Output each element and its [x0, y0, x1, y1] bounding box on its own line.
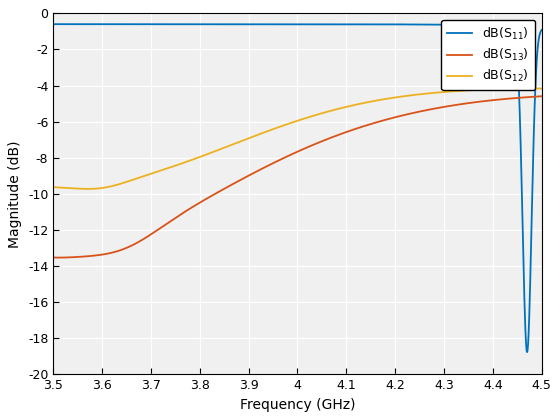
dB(S$_{13}$) [435, 105, 441, 110]
dB(S$_{11}$) [287, 22, 294, 27]
Legend: dB(S$_{11}$), dB(S$_{13}$), dB(S$_{12}$): dB(S$_{11}$), dB(S$_{13}$), dB(S$_{12}$) [441, 20, 535, 90]
dB(S$_{11}$) [74, 22, 81, 27]
dB(S$_{12}$) [85, 186, 91, 192]
dB(S$_{13}$) [75, 255, 82, 260]
dB(S$_{11}$) [538, 27, 545, 32]
Line: dB(S$_{11}$): dB(S$_{11}$) [53, 24, 542, 352]
dB(S$_{12}$) [74, 186, 81, 191]
dB(S$_{12}$) [50, 185, 57, 190]
dB(S$_{11}$) [435, 22, 441, 27]
dB(S$_{13}$) [288, 152, 295, 157]
dB(S$_{13}$) [55, 255, 62, 260]
dB(S$_{12}$) [288, 121, 295, 126]
dB(S$_{12}$) [274, 125, 281, 130]
Line: dB(S$_{12}$): dB(S$_{12}$) [53, 89, 542, 189]
dB(S$_{13}$) [524, 94, 531, 100]
Y-axis label: Magnitude (dB): Magnitude (dB) [8, 140, 22, 247]
dB(S$_{13}$) [274, 158, 281, 163]
dB(S$_{12}$) [538, 86, 545, 91]
Line: dB(S$_{13}$): dB(S$_{13}$) [53, 96, 542, 257]
dB(S$_{11}$) [274, 22, 281, 27]
dB(S$_{12}$) [524, 86, 531, 91]
dB(S$_{13}$) [50, 255, 57, 260]
dB(S$_{11}$) [524, 349, 530, 354]
dB(S$_{12}$) [435, 90, 441, 95]
dB(S$_{11}$) [524, 348, 531, 353]
dB(S$_{11}$) [50, 22, 57, 27]
dB(S$_{11}$) [524, 345, 531, 350]
dB(S$_{13}$) [538, 94, 545, 99]
X-axis label: Frequency (GHz): Frequency (GHz) [240, 398, 355, 412]
dB(S$_{12}$) [524, 86, 531, 91]
dB(S$_{13}$) [524, 94, 531, 100]
